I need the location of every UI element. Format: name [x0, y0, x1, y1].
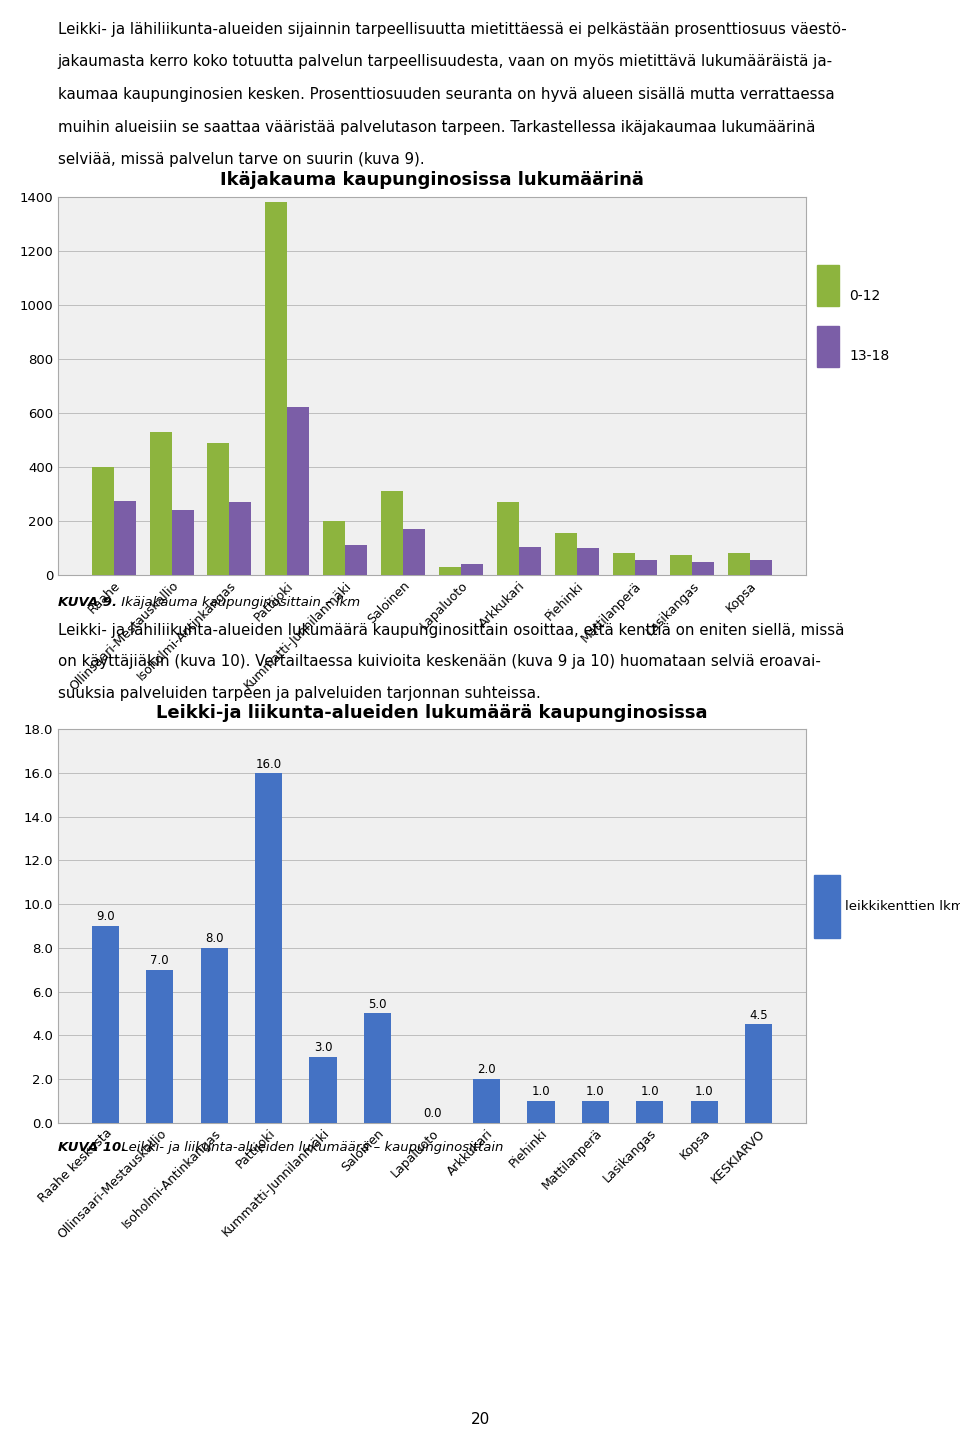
Bar — [813, 875, 840, 938]
Text: KUVA 9.: KUVA 9. — [58, 597, 116, 609]
Bar — [817, 265, 839, 306]
Bar — [287, 408, 309, 575]
Bar — [346, 546, 367, 575]
Text: kaumaa kaupunginosien kesken. Prosenttiosuuden seuranta on hyvä alueen sisällä m: kaumaa kaupunginosien kesken. Prosenttio… — [58, 87, 834, 102]
Text: Ikäjakauma kaupunginosittain – lkm: Ikäjakauma kaupunginosittain – lkm — [117, 597, 360, 609]
Bar — [745, 1025, 773, 1123]
Bar — [91, 467, 113, 575]
Title: Leikki-ja liikunta-alueiden lukumäärä kaupunginosissa: Leikki-ja liikunta-alueiden lukumäärä ka… — [156, 705, 708, 722]
Bar — [150, 432, 172, 575]
Text: 4.5: 4.5 — [750, 1009, 768, 1022]
Bar — [309, 1057, 337, 1123]
Text: Leikki- ja lähiliikunta-alueiden sijainnin tarpeellisuutta mietittäessä ei pelkä: Leikki- ja lähiliikunta-alueiden sijainn… — [58, 22, 847, 36]
Bar — [461, 565, 483, 575]
Text: KUVA 10.: KUVA 10. — [58, 1142, 126, 1153]
Text: jakaumasta kerro koko totuutta palvelun tarpeellisuudesta, vaan on myös mietittä: jakaumasta kerro koko totuutta palvelun … — [58, 54, 832, 70]
Text: leikkikenttien lkm.: leikkikenttien lkm. — [845, 900, 960, 913]
Bar — [497, 502, 518, 575]
Bar — [201, 948, 228, 1123]
Bar — [91, 926, 119, 1123]
Text: 1.0: 1.0 — [532, 1085, 550, 1098]
Bar — [690, 1101, 718, 1123]
Bar — [364, 1013, 391, 1123]
Text: 3.0: 3.0 — [314, 1041, 332, 1054]
Bar — [146, 970, 174, 1123]
Text: 0-12: 0-12 — [850, 288, 881, 303]
Bar — [207, 443, 229, 575]
Text: 1.0: 1.0 — [640, 1085, 660, 1098]
Bar — [113, 501, 135, 575]
Text: 8.0: 8.0 — [204, 932, 224, 945]
Text: suuksia palveluiden tarpeen ja palveluiden tarjonnan suhteissa.: suuksia palveluiden tarpeen ja palveluid… — [58, 686, 540, 700]
Bar — [751, 561, 773, 575]
Bar — [729, 553, 751, 575]
Bar — [229, 502, 252, 575]
Bar — [612, 553, 635, 575]
Text: muihin alueisiin se saattaa vääristää palvelutason tarpeen. Tarkastellessa ikäja: muihin alueisiin se saattaa vääristää pa… — [58, 119, 815, 135]
Text: 16.0: 16.0 — [255, 757, 281, 770]
Text: 1.0: 1.0 — [586, 1085, 605, 1098]
Text: 7.0: 7.0 — [151, 954, 169, 967]
Bar — [670, 555, 692, 575]
Bar — [527, 1101, 555, 1123]
Bar — [265, 202, 287, 575]
Text: on käyttäjiäkin (kuva 10). Vertailtaessa kuivioita keskenään (kuva 9 ja 10) huom: on käyttäjiäkin (kuva 10). Vertailtaessa… — [58, 654, 821, 670]
Bar — [403, 529, 425, 575]
Bar — [577, 547, 599, 575]
Text: 13-18: 13-18 — [850, 349, 890, 364]
Bar — [172, 510, 194, 575]
Text: Leikki- ja liikunta-alueiden lukumäärä – kaupunginosittain: Leikki- ja liikunta-alueiden lukumäärä –… — [117, 1142, 503, 1153]
Text: 20: 20 — [470, 1412, 490, 1427]
Text: Leikki- ja lähiliikunta-alueiden lukumäärä kaupunginosittain osoittaa, että kent: Leikki- ja lähiliikunta-alueiden lukumää… — [58, 623, 844, 638]
Title: Ikäjakauma kaupunginosissa lukumäärinä: Ikäjakauma kaupunginosissa lukumäärinä — [220, 172, 644, 189]
Bar — [636, 1101, 663, 1123]
Text: 0.0: 0.0 — [422, 1107, 442, 1120]
Text: 5.0: 5.0 — [369, 997, 387, 1010]
Text: 1.0: 1.0 — [695, 1085, 713, 1098]
Bar — [518, 546, 540, 575]
Bar — [439, 566, 461, 575]
Bar — [381, 491, 403, 575]
Bar — [555, 533, 577, 575]
Bar — [635, 561, 657, 575]
Bar — [473, 1079, 500, 1123]
Bar — [817, 326, 839, 367]
Text: 9.0: 9.0 — [96, 910, 114, 923]
Text: selviää, missä palvelun tarve on suurin (kuva 9).: selviää, missä palvelun tarve on suurin … — [58, 153, 424, 167]
Bar — [582, 1101, 609, 1123]
Bar — [255, 773, 282, 1123]
Text: 2.0: 2.0 — [477, 1063, 495, 1076]
Bar — [324, 521, 346, 575]
Bar — [692, 562, 714, 575]
